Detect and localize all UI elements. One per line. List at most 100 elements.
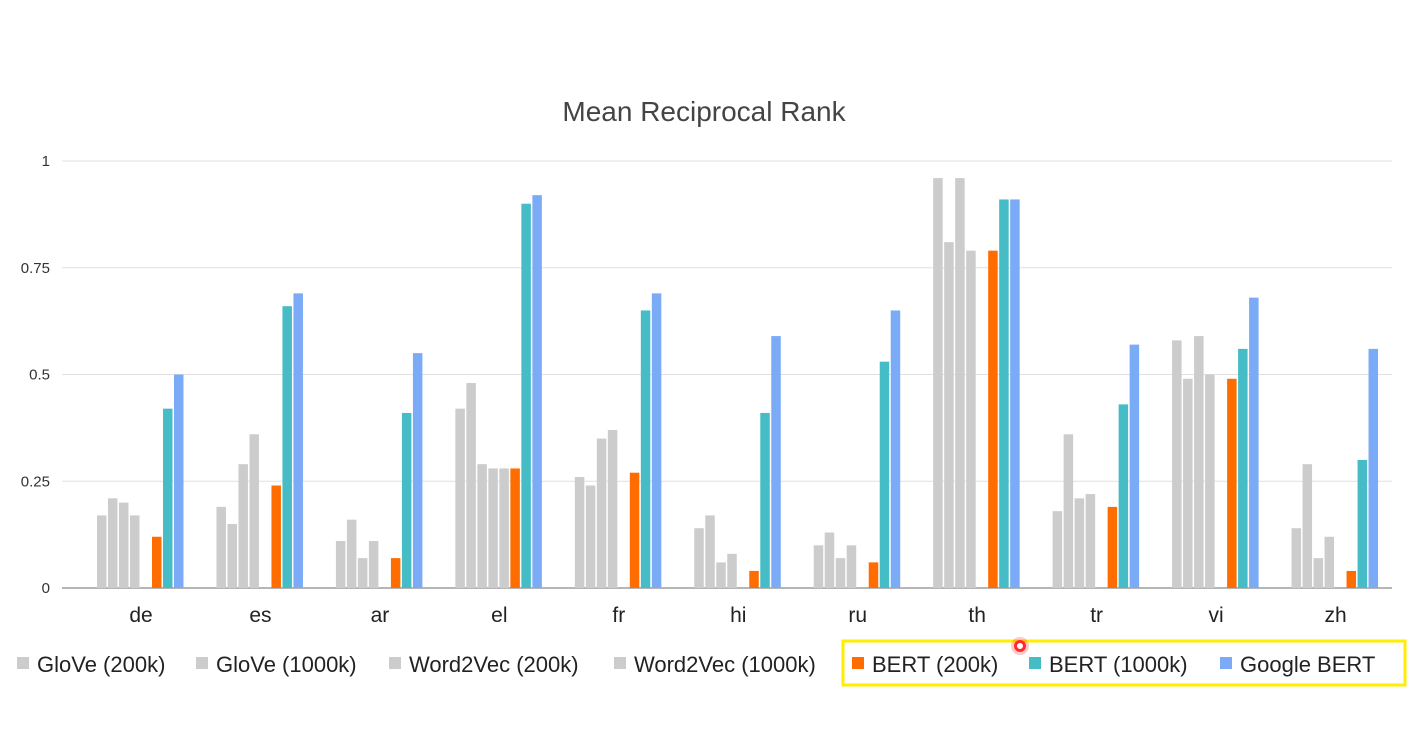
bar-el-series-3 (488, 468, 498, 588)
legend-swatch-4 (852, 657, 864, 669)
bar-fr-series-6 (640, 310, 651, 588)
x-axis-ticks: de es ar el fr hi ru th tr vi zh (129, 604, 1346, 627)
bar-th-series-5 (988, 250, 998, 589)
x-tick-label: de (129, 604, 152, 627)
y-tick-label: 0.25 (21, 473, 50, 490)
cursor-dot (1014, 640, 1026, 652)
y-tick-label: 0.75 (21, 260, 50, 277)
bar-es-series-7 (293, 293, 303, 588)
bar-zh-series-7 (1368, 348, 1379, 588)
bar-de-series-7 (174, 374, 184, 588)
y-tick-label: 0.5 (29, 367, 50, 384)
bar-tr-series-3 (1085, 494, 1096, 588)
legend-label-2: Word2Vec (200k) (409, 652, 579, 677)
bar-el-series-4 (499, 468, 509, 588)
bar-zh-series-1 (1302, 464, 1313, 588)
bar-es-series-3 (249, 434, 259, 588)
bar-de-series-3 (130, 515, 140, 588)
bar-ru-series-7 (890, 310, 901, 588)
bar-tr-series-1 (1063, 434, 1074, 588)
bar-zh-series-3 (1324, 536, 1335, 588)
chart-title: Mean Reciprocal Rank (562, 96, 846, 127)
bar-tr-series-5 (1107, 506, 1118, 588)
bar-de-series-5 (152, 536, 162, 588)
bar-fr-series-0 (574, 476, 585, 588)
bar-ru-series-0 (813, 545, 824, 588)
y-tick-label: 1 (42, 153, 50, 170)
legend-swatch-0 (17, 657, 29, 669)
bar-tr-series-2 (1074, 498, 1085, 588)
bar-zh-series-6 (1357, 459, 1368, 588)
x-tick-label: hi (730, 604, 746, 627)
bar-es-series-5 (271, 485, 281, 588)
bar-fr-series-3 (607, 430, 618, 588)
legend-swatch-3 (614, 657, 626, 669)
bar-hi-series-0 (694, 528, 704, 588)
x-tick-label: ar (371, 604, 390, 627)
bar-fr-series-2 (596, 438, 607, 588)
x-tick-label: es (249, 604, 271, 627)
legend-highlight-box (841, 639, 1407, 687)
x-tick-label: zh (1324, 604, 1346, 627)
mouse-cursor-indicator (1011, 637, 1029, 655)
legend: GloVe (200k) GloVe (1000k) Word2Vec (200k)… (17, 639, 1407, 687)
bar-th-series-7 (1010, 199, 1020, 588)
bar-ar-series-0 (335, 541, 346, 588)
legend-swatch-6 (1220, 657, 1232, 669)
bar-th-series-1 (944, 242, 954, 588)
bar-ru-series-5 (868, 562, 879, 588)
bar-hi-series-2 (716, 562, 726, 588)
bar-de-series-0 (97, 515, 107, 588)
bar-el-series-7 (532, 195, 542, 588)
bar-ar-series-2 (357, 558, 368, 588)
bar-fr-series-1 (585, 485, 596, 588)
bar-el-series-5 (510, 468, 520, 588)
bar-el-series-0 (455, 408, 465, 588)
bars (97, 178, 1379, 589)
bar-ru-series-1 (824, 532, 835, 588)
bar-hi-series-1 (705, 515, 715, 588)
bar-hi-series-6 (760, 412, 770, 588)
bar-ar-series-1 (346, 519, 357, 588)
x-tick-label: ru (848, 604, 867, 627)
bar-ar-series-3 (368, 541, 379, 588)
bar-vi-series-5 (1227, 378, 1237, 588)
legend-label-0: GloVe (200k) (37, 652, 165, 677)
x-tick-label: vi (1209, 604, 1224, 627)
x-tick-label: el (491, 604, 507, 627)
bar-vi-series-3 (1205, 374, 1215, 588)
bar-hi-series-3 (727, 553, 737, 588)
bar-fr-series-7 (651, 293, 662, 588)
legend-label-1: GloVe (1000k) (216, 652, 357, 677)
bar-th-series-2 (955, 178, 965, 588)
bar-el-series-6 (521, 203, 531, 588)
bar-vi-series-2 (1194, 336, 1204, 588)
bar-de-series-2 (119, 502, 129, 588)
x-tick-label: tr (1090, 604, 1103, 627)
legend-label-6: Google BERT (1240, 652, 1375, 677)
bar-tr-series-7 (1129, 344, 1140, 588)
bar-zh-series-2 (1313, 558, 1324, 588)
y-axis-ticks: 0 0.25 0.5 0.75 1 (21, 153, 50, 597)
x-tick-label: fr (612, 604, 625, 627)
y-tick-label: 0 (42, 580, 50, 597)
bar-ru-series-2 (835, 558, 846, 588)
bar-ar-series-5 (390, 558, 401, 588)
legend-label-4: BERT (200k) (872, 652, 998, 677)
bar-es-series-6 (282, 306, 292, 588)
bar-ar-series-6 (401, 412, 412, 588)
bar-zh-series-0 (1291, 528, 1302, 588)
legend-swatch-5 (1029, 657, 1041, 669)
legend-label-5: BERT (1000k) (1049, 652, 1188, 677)
bar-el-series-1 (466, 383, 476, 588)
bar-zh-series-5 (1346, 570, 1357, 588)
bar-ru-series-6 (879, 361, 890, 588)
bar-hi-series-5 (749, 570, 759, 588)
bar-th-series-6 (999, 199, 1009, 588)
bar-es-series-1 (227, 523, 237, 588)
bar-de-series-6 (163, 408, 173, 588)
bar-de-series-1 (108, 498, 118, 588)
bar-ar-series-7 (412, 353, 423, 588)
x-tick-label: th (968, 604, 986, 627)
